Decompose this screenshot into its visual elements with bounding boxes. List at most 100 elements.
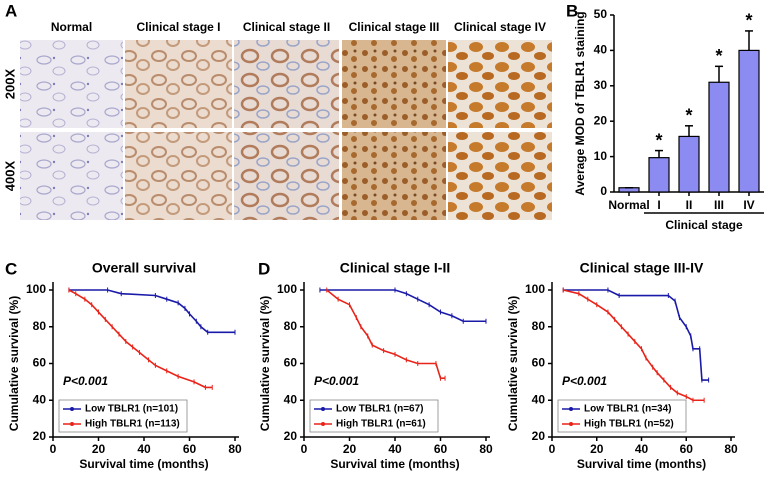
x-axis-label: Clinical stage (665, 218, 743, 232)
y-tick-label: 60 (33, 356, 47, 370)
x-tick-label: 40 (388, 442, 402, 456)
y-tick-label: 20 (284, 429, 298, 443)
legend-marker (70, 407, 74, 411)
y-tick-label: 80 (284, 319, 298, 333)
legend-box (58, 399, 188, 433)
y-tick-label: 20 (532, 429, 546, 443)
x-tick-label: IV (743, 198, 754, 212)
legend-label: High TBLR1 (n=61) (336, 419, 426, 430)
y-tick-label: 20 (33, 429, 47, 443)
chart-title: Overall survival (92, 260, 196, 276)
x-axis-label: Survival time (months) (79, 457, 208, 471)
survival-curve (68, 289, 213, 389)
x-tick-label: 40 (137, 442, 151, 456)
y-tick-label: 100 (277, 282, 297, 296)
x-tick-label: 40 (635, 442, 649, 456)
micrograph (20, 132, 123, 220)
chart-title: Clinical stage I-II (340, 260, 450, 276)
legend-marker (569, 407, 573, 411)
legend-box (309, 399, 439, 433)
y-tick-label: 40 (532, 392, 546, 406)
survival-curve (319, 289, 486, 323)
bar (708, 81, 730, 193)
micrograph (125, 132, 232, 220)
x-tick-label: 80 (724, 442, 738, 456)
micrograph (342, 40, 446, 128)
p-value: P<0.001 (63, 374, 108, 388)
x-tick-label: 80 (479, 442, 493, 456)
column-label: Clinical stage II (243, 20, 330, 34)
bar (648, 157, 670, 193)
bar (678, 135, 700, 193)
x-tick-label: 60 (434, 442, 448, 456)
y-tick-label: 80 (33, 319, 47, 333)
micrograph (125, 40, 232, 128)
y-axis-label: Cumulative survival (%) (258, 296, 272, 431)
y-axis-label: Average MOD of TBLR1 staining (573, 11, 587, 195)
legend-marker (321, 407, 325, 411)
bar (738, 49, 760, 193)
y-tick-label: 60 (284, 356, 298, 370)
legend-marker (70, 422, 74, 426)
survival-curve (563, 289, 709, 381)
x-axis-label: Survival time (months) (577, 457, 706, 471)
y-axis-label: Cumulative survival (%) (506, 296, 520, 431)
y-tick-label: 60 (532, 356, 546, 370)
y-tick-label: 40 (284, 392, 298, 406)
p-value: P<0.001 (314, 374, 359, 388)
column-label: Clinical stage III (349, 20, 440, 34)
x-tick-label: 60 (183, 442, 197, 456)
micrograph (234, 40, 339, 128)
legend-marker (569, 422, 573, 426)
x-tick-label: 20 (92, 442, 106, 456)
y-tick-label: 100 (525, 282, 545, 296)
panel-label: B (566, 1, 578, 20)
legend-label: High TBLR1 (n=52) (584, 419, 674, 430)
panel-label: C (5, 259, 17, 278)
x-tick-label: 0 (301, 442, 308, 456)
significance-star: * (715, 46, 722, 66)
legend-label: Low TBLR1 (n=34) (584, 404, 672, 415)
micrograph (448, 40, 552, 128)
y-tick-label: 20 (594, 113, 608, 127)
legend-label: High TBLR1 (n=113) (85, 419, 180, 430)
chart-title: Clinical stage III-IV (580, 260, 704, 276)
x-axis-label: Survival time (months) (330, 457, 459, 471)
significance-star: * (655, 130, 662, 150)
x-tick-label: 20 (590, 442, 604, 456)
y-tick-label: 10 (594, 149, 608, 163)
y-tick-label: 50 (594, 7, 608, 21)
survival-curve (68, 289, 235, 334)
x-tick-label: 0 (50, 442, 57, 456)
micrograph (234, 132, 339, 220)
x-tick-label: III (714, 198, 724, 212)
x-tick-label: I (657, 198, 660, 212)
x-tick-label: 60 (680, 442, 694, 456)
y-tick-label: 0 (600, 184, 607, 198)
column-label: Clinical stage IV (454, 20, 546, 34)
legend-label: Low TBLR1 (n=101) (85, 404, 178, 415)
significance-star: * (685, 106, 692, 126)
column-label: Clinical stage I (136, 20, 220, 34)
x-tick-label: II (686, 198, 693, 212)
legend-box (557, 399, 687, 433)
survival-curve (326, 289, 446, 380)
panel-label: A (5, 1, 17, 20)
y-tick-label: 40 (594, 43, 608, 57)
significance-star: * (745, 11, 752, 31)
y-tick-label: 80 (532, 319, 546, 333)
legend-label: Low TBLR1 (n=67) (336, 404, 424, 415)
row-label: 200X (2, 68, 17, 99)
micrograph (448, 132, 552, 220)
y-tick-label: 100 (26, 282, 46, 296)
x-tick-label: 20 (343, 442, 357, 456)
y-tick-label: 40 (33, 392, 47, 406)
p-value: P<0.001 (562, 374, 607, 388)
column-label: Normal (51, 20, 92, 34)
y-tick-label: 30 (594, 78, 608, 92)
x-tick-label: 0 (549, 442, 556, 456)
row-label: 400X (2, 160, 17, 191)
x-tick-label: Normal (608, 198, 649, 212)
legend-marker (321, 422, 325, 426)
